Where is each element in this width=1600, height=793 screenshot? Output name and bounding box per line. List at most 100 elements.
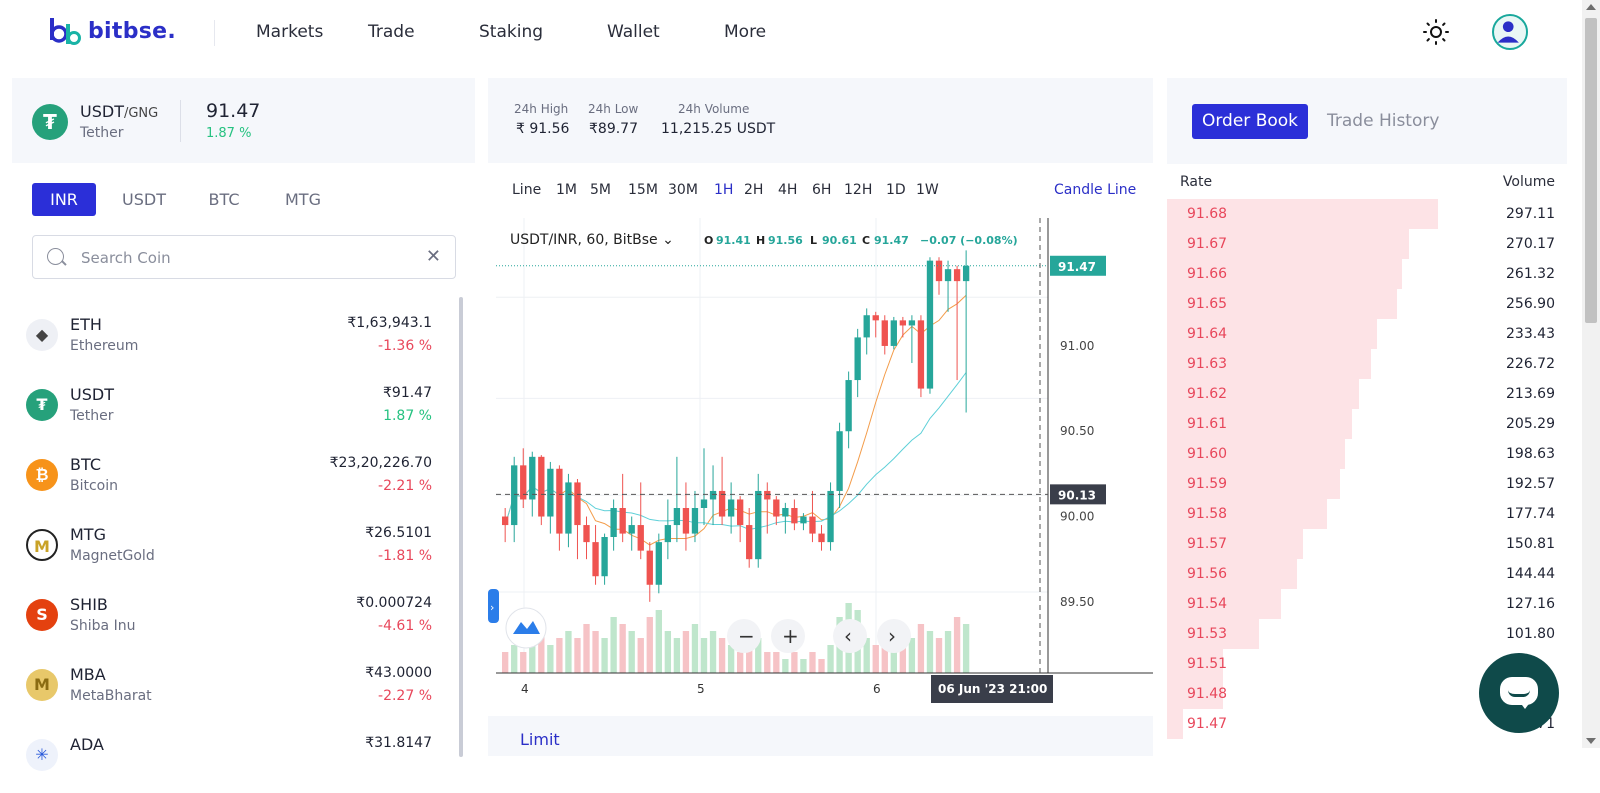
interval-4h[interactable]: 4H bbox=[778, 182, 798, 198]
nav-wallet[interactable]: Wallet bbox=[607, 22, 660, 42]
interval-1d[interactable]: 1D bbox=[886, 182, 906, 198]
tether-icon: ₮ bbox=[32, 104, 68, 140]
coin-row-shib[interactable]: S SHIB Shiba Inu ₹0.000724 -4.61 % bbox=[12, 583, 432, 653]
order-rate: 91.58 bbox=[1187, 506, 1228, 522]
coin-row-eth[interactable]: ◆ ETH Ethereum ₹1,63,943.1 -1.36 % bbox=[12, 303, 432, 373]
scroll-up-arrow-icon[interactable] bbox=[1586, 4, 1596, 10]
candle-body bbox=[863, 315, 870, 338]
chart-side-toggle[interactable] bbox=[488, 589, 499, 623]
coin-row-ada[interactable]: ✳ ADA ₹31.8147 bbox=[12, 723, 432, 793]
candlestick-chart[interactable]: 91.00 90.50 90.00 89.50 4 5 6 91.47 90.13 06 Jun … bbox=[488, 218, 1153, 705]
order-rate: 91.56 bbox=[1187, 566, 1228, 582]
candle-body bbox=[502, 516, 509, 526]
interval-12h[interactable]: 12H bbox=[844, 182, 873, 198]
zoom-out-button[interactable] bbox=[727, 619, 761, 653]
order-book-row[interactable]: 91.51 bbox=[1167, 649, 1567, 679]
tab-limit[interactable]: Limit bbox=[520, 730, 560, 749]
nav-staking[interactable]: Staking bbox=[479, 22, 544, 42]
order-book-row[interactable]: 91.68 297.11 bbox=[1167, 199, 1567, 229]
depth-bar bbox=[1167, 469, 1341, 499]
volume-bar bbox=[655, 610, 662, 673]
interval-1w[interactable]: 1W bbox=[916, 182, 939, 198]
clear-search-icon[interactable]: ✕ bbox=[425, 246, 441, 267]
order-book-row[interactable]: 91.59 192.57 bbox=[1167, 469, 1567, 499]
interval-2h[interactable]: 2H bbox=[744, 182, 764, 198]
price-tick-label: 90.00 bbox=[1060, 510, 1094, 524]
volume-bar bbox=[502, 652, 509, 673]
chat-support-button[interactable] bbox=[1479, 653, 1559, 733]
order-book-row[interactable]: 91.48 bbox=[1167, 679, 1567, 709]
order-rate: 91.59 bbox=[1187, 476, 1228, 492]
tab-usdt[interactable]: USDT bbox=[122, 190, 166, 209]
zoom-in-button[interactable] bbox=[771, 619, 805, 653]
tab-btc[interactable]: BTC bbox=[208, 190, 240, 209]
order-book-row[interactable]: 91.61 205.29 bbox=[1167, 409, 1567, 439]
coin-row-mtg[interactable]: M MTG MagnetGold ₹26.5101 -1.81 % bbox=[12, 513, 432, 583]
theme-toggle-icon[interactable] bbox=[1422, 18, 1450, 46]
coin-change: -1.81 % bbox=[378, 548, 432, 564]
user-avatar[interactable] bbox=[1492, 14, 1528, 50]
tab-mtg[interactable]: MTG bbox=[285, 190, 321, 209]
candle-body bbox=[845, 380, 852, 432]
crosshair-price-badge bbox=[1050, 484, 1106, 505]
chat-bubble-icon bbox=[1500, 677, 1538, 705]
coin-change: -2.27 % bbox=[378, 688, 432, 704]
interval-30m[interactable]: 30M bbox=[668, 182, 698, 198]
volume-bar bbox=[962, 624, 970, 673]
coin-row-usdt[interactable]: ₮ USDT Tether ₹91.47 1.87 % bbox=[12, 373, 432, 443]
order-rate: 91.65 bbox=[1187, 296, 1228, 312]
order-book-row[interactable]: 91.56 144.44 bbox=[1167, 559, 1567, 589]
order-book-row[interactable]: 91.54 127.16 bbox=[1167, 589, 1567, 619]
scroll-right-button[interactable] bbox=[877, 619, 911, 653]
order-rate: 91.53 bbox=[1187, 626, 1228, 642]
depth-bar bbox=[1167, 379, 1359, 409]
order-volume: 177.74 bbox=[1506, 506, 1555, 522]
interval-line[interactable]: Line bbox=[512, 182, 542, 198]
candle-body bbox=[682, 508, 690, 534]
tab-inr[interactable]: INR bbox=[32, 183, 96, 216]
order-book-row[interactable]: 91.60 198.63 bbox=[1167, 439, 1567, 469]
scroll-left-button[interactable] bbox=[833, 619, 867, 653]
volume-value: 11,215.25 USDT bbox=[661, 121, 776, 137]
order-book-row[interactable]: 91.65 256.90 bbox=[1167, 289, 1567, 319]
coin-list-scrollbar[interactable] bbox=[459, 297, 463, 757]
scroll-down-arrow-icon[interactable] bbox=[1586, 738, 1596, 744]
search-input[interactable] bbox=[81, 246, 401, 270]
brand-logo[interactable]: bitbse. bbox=[48, 16, 176, 46]
interval-15m[interactable]: 15M bbox=[628, 182, 658, 198]
nav-more[interactable]: More bbox=[724, 22, 767, 42]
tab-order-book[interactable]: Order Book bbox=[1192, 104, 1308, 139]
interval-1m[interactable]: 1M bbox=[556, 182, 577, 198]
candle-body bbox=[854, 337, 861, 381]
tab-trade-history[interactable]: Trade History bbox=[1327, 111, 1440, 131]
chart-mode-toggle[interactable]: Candle Line bbox=[1054, 182, 1137, 198]
coin-row-btc[interactable]: ₿ BTC Bitcoin ₹23,20,226.70 -2.21 % bbox=[12, 443, 432, 513]
coin-row-mba[interactable]: M MBA MetaBharat ₹43.0000 -2.27 % bbox=[12, 653, 432, 723]
last-price-label: 91.47 bbox=[1058, 260, 1096, 274]
candle-body bbox=[791, 508, 798, 524]
depth-bar bbox=[1167, 619, 1259, 649]
order-book-row[interactable]: 91.53 101.80 bbox=[1167, 619, 1567, 649]
order-book-row[interactable]: 91.63 226.72 bbox=[1167, 349, 1567, 379]
nav-trade[interactable]: Trade bbox=[368, 22, 415, 42]
order-book-row[interactable]: 91.57 150.81 bbox=[1167, 529, 1567, 559]
ohlc-value: 91.41 bbox=[716, 234, 751, 247]
candle-body bbox=[872, 315, 879, 321]
cardano-icon: ✳ bbox=[26, 739, 58, 771]
scrollbar-thumb[interactable] bbox=[1585, 18, 1597, 323]
order-book-row[interactable]: 91.62 213.69 bbox=[1167, 379, 1567, 409]
coin-change: 1.87 % bbox=[383, 408, 432, 424]
order-book-row[interactable]: 91.64 233.43 bbox=[1167, 319, 1567, 349]
page-scrollbar[interactable] bbox=[1582, 0, 1600, 748]
nav-markets[interactable]: Markets bbox=[256, 22, 324, 42]
interval-5m[interactable]: 5M bbox=[590, 182, 611, 198]
order-rate: 91.62 bbox=[1187, 386, 1228, 402]
candle-body bbox=[746, 525, 753, 560]
interval-1h[interactable]: 1H bbox=[714, 182, 734, 198]
order-book-row[interactable]: 91.66 261.32 bbox=[1167, 259, 1567, 289]
order-book-row[interactable]: 91.67 270.17 bbox=[1167, 229, 1567, 259]
volume-bar bbox=[592, 631, 599, 673]
interval-6h[interactable]: 6H bbox=[812, 182, 832, 198]
order-rate: 91.67 bbox=[1187, 236, 1228, 252]
order-book-row[interactable]: 91.58 177.74 bbox=[1167, 499, 1567, 529]
